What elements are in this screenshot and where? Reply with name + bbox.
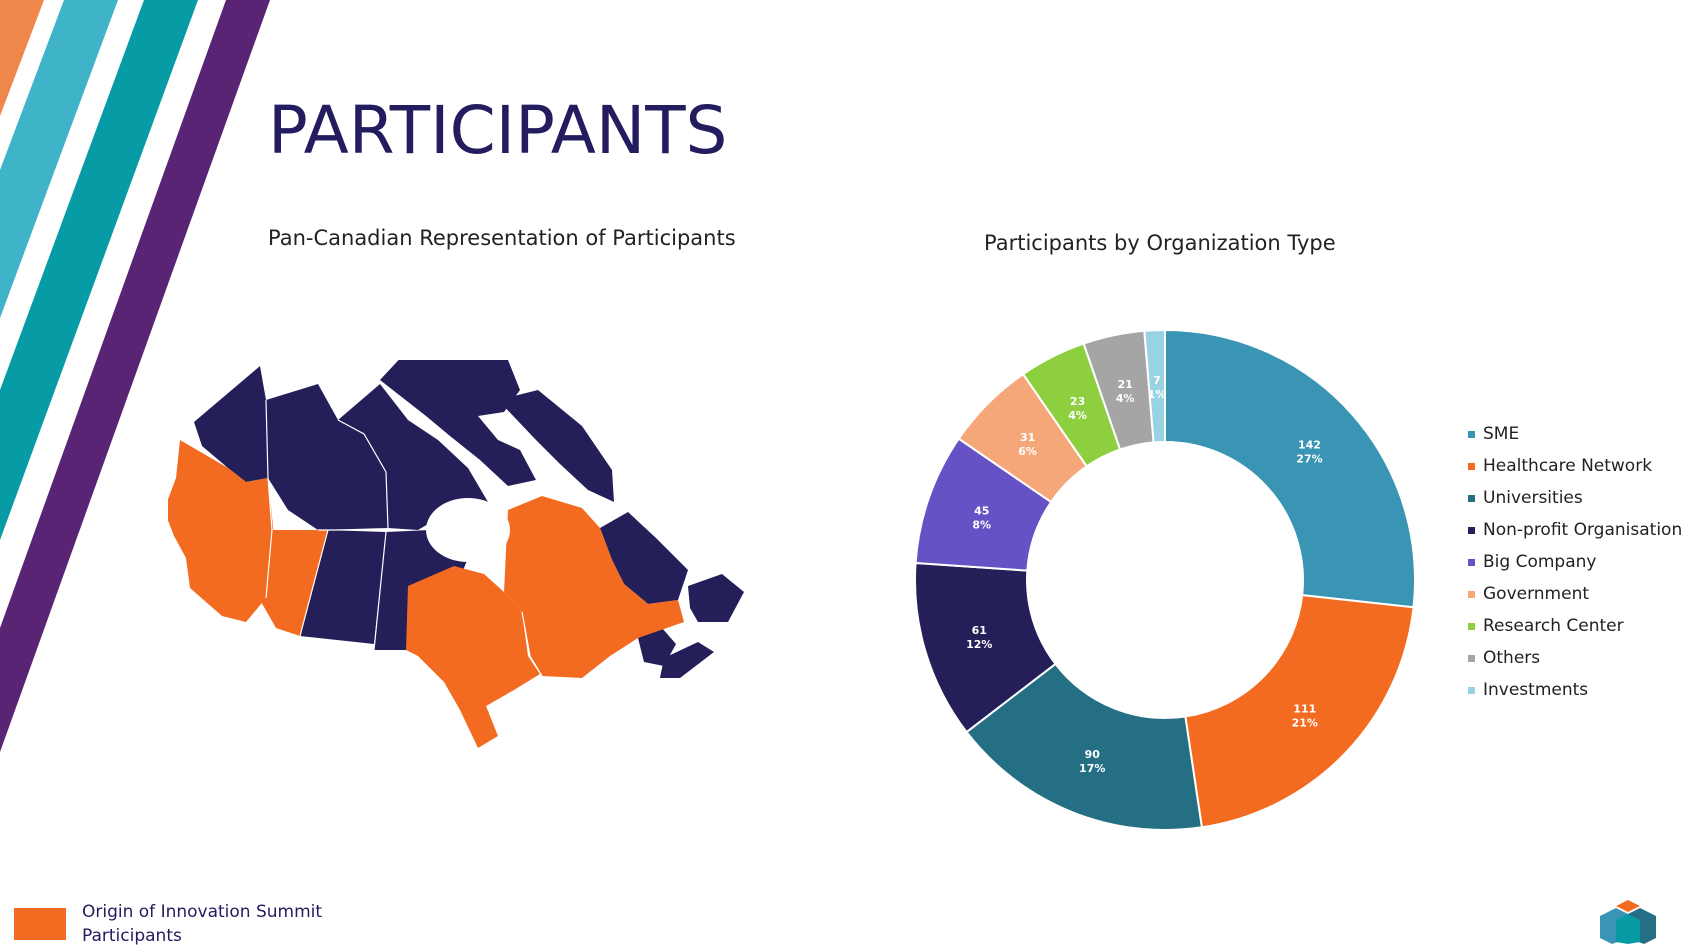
- border-line: [265, 399, 269, 479]
- chart-legend: SME Healthcare Network Universities Non-pro…: [1468, 418, 1682, 706]
- province-saskatchewan: [300, 530, 386, 644]
- slice-value-label: 90: [1085, 748, 1101, 761]
- legend-label: Universities: [1483, 488, 1583, 508]
- slice-value-label: 61: [972, 624, 987, 637]
- stripe-orange: [0, 0, 44, 116]
- stripe-light-teal: [0, 0, 118, 318]
- slice-value-label: 111: [1293, 703, 1316, 716]
- legend-swatch: [1468, 590, 1475, 598]
- legend-label: SME: [1483, 424, 1520, 444]
- legend-label: Big Company: [1483, 552, 1597, 572]
- ellesmere-island: [418, 360, 476, 372]
- border-line: [373, 531, 387, 651]
- province-new-brunswick: [638, 628, 676, 666]
- province-newfoundland-labrador: [600, 512, 688, 604]
- slice-percent-label: 1%: [1148, 388, 1167, 401]
- slice-value-label: 23: [1070, 395, 1085, 408]
- map-legend-line2: Participants: [82, 926, 182, 946]
- legend-label: Investments: [1483, 680, 1589, 700]
- province-yukon: [194, 366, 268, 482]
- border-line: [521, 611, 543, 677]
- slice-percent-label: 21%: [1292, 717, 1318, 730]
- province-manitoba: [374, 530, 468, 650]
- border-line: [299, 529, 329, 637]
- donut-slice-investments: [1143, 328, 1166, 444]
- legend-swatch: [1468, 430, 1475, 438]
- province-alberta: [260, 530, 328, 636]
- slice-percent-label: 12%: [966, 638, 992, 651]
- province-nunavut: [338, 384, 488, 530]
- legend-item: Healthcare Network: [1468, 450, 1682, 482]
- canada-map: [168, 360, 744, 748]
- donut-slice-healthcare-network: [1184, 593, 1415, 829]
- stripe-purple: [0, 0, 270, 752]
- baffin-island: [498, 390, 614, 502]
- logo-top-cube: [1616, 900, 1640, 912]
- legend-item: Big Company: [1468, 546, 1682, 578]
- legend-label: Research Center: [1483, 616, 1624, 636]
- slice-value-label: 45: [974, 504, 989, 517]
- legend-swatch: [1468, 526, 1475, 534]
- slice-percent-label: 17%: [1079, 762, 1105, 775]
- slice-value-label: 21: [1117, 378, 1132, 391]
- page-title: PARTICIPANTS: [268, 92, 728, 169]
- hudson-bay: [426, 498, 510, 562]
- legend-item: Investments: [1468, 674, 1682, 706]
- logo-mid-cube: [1616, 914, 1640, 944]
- slice-percent-label: 8%: [972, 518, 991, 531]
- legend-swatch: [1468, 494, 1475, 502]
- legend-label: Government: [1483, 584, 1590, 604]
- border-line: [265, 477, 273, 599]
- province-northwest-territories: [266, 384, 388, 530]
- org-type-donut-chart: 14227%11121%9017%6112%458%316%234%214%71…: [914, 328, 1416, 831]
- map-legend-swatch: [14, 908, 66, 940]
- legend-item: Government: [1468, 578, 1682, 610]
- slice-percent-label: 27%: [1296, 453, 1322, 466]
- stripe-teal: [0, 0, 198, 540]
- legend-label: Healthcare Network: [1483, 456, 1653, 476]
- map-other-provinces: [194, 360, 744, 678]
- donut-slice-sme: [1164, 328, 1416, 609]
- legend-swatch: [1468, 462, 1475, 470]
- legend-item: Non-profit Organisation: [1468, 514, 1682, 546]
- donut-slice-universities: [965, 662, 1203, 831]
- slice-value-label: 142: [1298, 439, 1321, 452]
- province-nova-scotia: [660, 642, 714, 678]
- decorative-stripes: [0, 0, 270, 752]
- legend-swatch: [1468, 558, 1475, 566]
- legend-item: SME: [1468, 418, 1682, 450]
- legend-swatch: [1468, 622, 1475, 630]
- legend-label: Others: [1483, 648, 1541, 668]
- stacked-cubes-logo-icon: [1600, 900, 1656, 944]
- map-highlighted-provinces: [168, 440, 684, 748]
- legend-item: Universities: [1468, 482, 1682, 514]
- province-ontario: [406, 566, 540, 748]
- chart-title: Participants by Organization Type: [984, 231, 1336, 255]
- map-legend-line1: Origin of Innovation Summit: [82, 902, 323, 922]
- arctic-islands: [380, 360, 536, 486]
- newfoundland-island: [688, 574, 744, 622]
- map-legend: Origin of Innovation Summit Participants: [14, 900, 322, 948]
- province-quebec: [504, 496, 684, 678]
- legend-item: Others: [1468, 642, 1682, 674]
- slice-percent-label: 4%: [1116, 392, 1135, 405]
- slice-percent-label: 6%: [1018, 445, 1037, 458]
- map-legend-label: Origin of Innovation Summit Participants: [82, 900, 322, 948]
- slice-value-label: 7: [1153, 374, 1161, 387]
- legend-swatch: [1468, 654, 1475, 662]
- legend-swatch: [1468, 686, 1475, 694]
- province-british-columbia: [168, 440, 274, 622]
- map-title: Pan-Canadian Representation of Participa…: [268, 226, 736, 250]
- slice-percent-label: 4%: [1068, 409, 1087, 422]
- legend-label: Non-profit Organisation: [1483, 520, 1683, 540]
- province-borders: [265, 399, 543, 677]
- legend-item: Research Center: [1468, 610, 1682, 642]
- border-line: [337, 419, 389, 529]
- slice-value-label: 31: [1020, 431, 1035, 444]
